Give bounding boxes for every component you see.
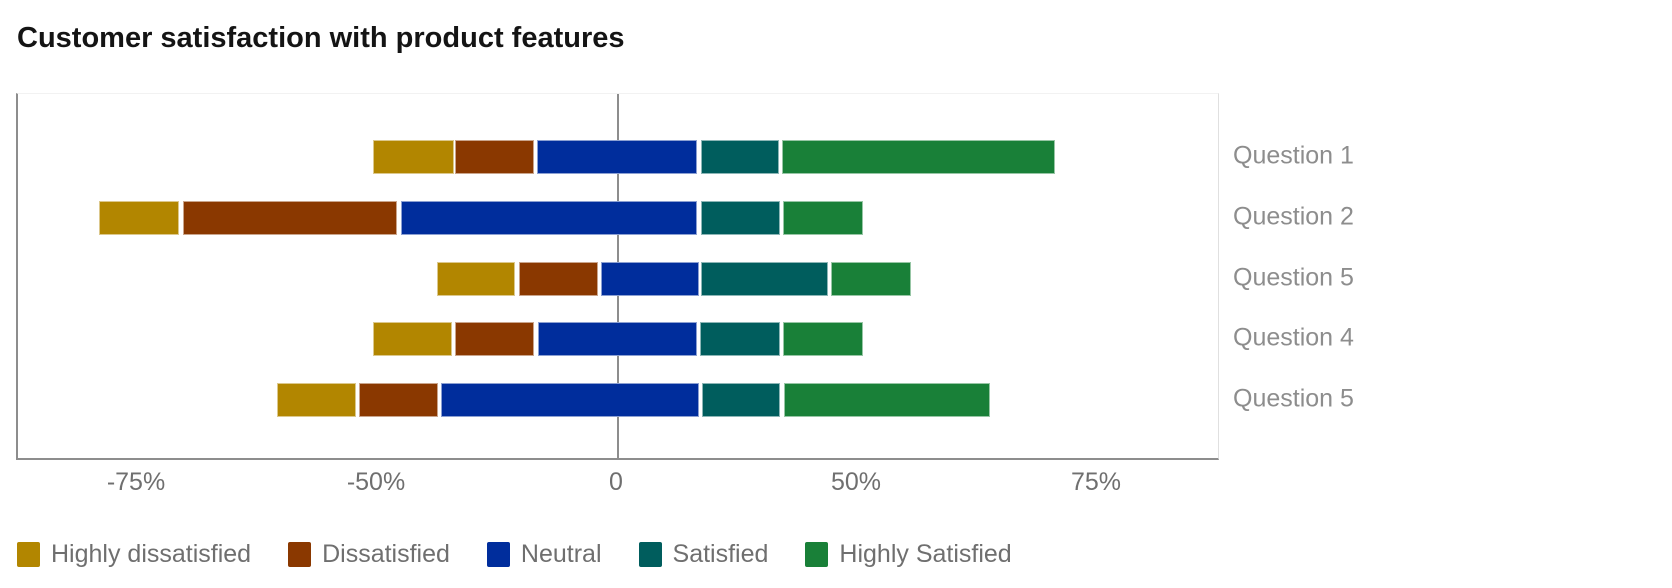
bar-segment-satisfied[interactable] [701, 261, 829, 296]
legend-swatch-icon [17, 542, 40, 567]
bar-segment-highly-dissatisfied[interactable] [372, 140, 454, 174]
legend-label: Highly dissatisfied [51, 540, 252, 568]
bar-row [18, 140, 1218, 174]
legend-item-dissatisfied[interactable]: Dissatisfied [288, 540, 450, 569]
legend-swatch-icon [638, 542, 662, 567]
bar-row [18, 322, 1218, 357]
bar-segment-dissatisfied[interactable] [519, 261, 598, 296]
bar-segment-highly-satisfied[interactable] [782, 140, 1055, 174]
axis-tick-label: 0 [609, 468, 623, 496]
axis-tick-label: -75% [106, 468, 166, 496]
category-label: Question 2 [1233, 202, 1354, 231]
bar-row [18, 383, 1218, 417]
category-label: Question 1 [1233, 141, 1354, 170]
legend-label: Dissatisfied [322, 540, 450, 568]
axis-tick-label: -50% [346, 468, 406, 496]
bar-row [18, 200, 1218, 235]
legend-label: Highly Satisfied [839, 540, 1012, 568]
legend-label: Satisfied [672, 540, 769, 568]
legend-swatch-icon [288, 542, 312, 567]
legend-item-highly-satisfied[interactable]: Highly Satisfied [805, 540, 1012, 569]
legend-item-satisfied[interactable]: Satisfied [638, 540, 769, 569]
category-label: Question 5 [1233, 384, 1354, 413]
bar-segment-highly-satisfied[interactable] [783, 383, 991, 417]
bar-segment-dissatisfied[interactable] [455, 140, 535, 174]
bar-segment-neutral[interactable] [441, 383, 699, 417]
bar-segment-highly-dissatisfied[interactable] [372, 322, 452, 357]
bar-segment-highly-dissatisfied[interactable] [436, 261, 516, 296]
bar-segment-highly-dissatisfied[interactable] [277, 383, 356, 417]
bar-segment-neutral[interactable] [537, 322, 698, 357]
category-label: Question 5 [1233, 263, 1354, 291]
bar-segment-neutral[interactable] [400, 200, 698, 235]
bar-segment-dissatisfied[interactable] [455, 322, 535, 357]
legend: Highly dissatisfied Dissatisfied Neutral Sa… [17, 540, 1012, 569]
plot-area [16, 93, 1219, 460]
bar-segment-highly-satisfied[interactable] [783, 322, 863, 357]
bar-segment-neutral[interactable] [536, 140, 698, 174]
bar-row [18, 261, 1218, 296]
legend-label: Neutral [520, 540, 602, 568]
bar-segment-highly-dissatisfied[interactable] [99, 200, 179, 235]
bar-segment-satisfied[interactable] [701, 140, 780, 174]
axis-tick-label: 75% [1070, 468, 1122, 496]
bar-segment-highly-satisfied[interactable] [783, 200, 863, 235]
legend-swatch-icon [486, 542, 510, 567]
legend-swatch-icon [805, 542, 829, 567]
bar-segment-highly-satisfied[interactable] [831, 261, 911, 296]
bar-segment-satisfied[interactable] [700, 322, 781, 357]
category-label-column: Question 1 Question 2 Question 5 Question 4… [1233, 93, 1653, 457]
category-label: Question 4 [1233, 323, 1354, 352]
bar-segment-satisfied[interactable] [702, 383, 781, 417]
bar-segment-dissatisfied[interactable] [359, 383, 438, 417]
axis-tick-label: 50% [830, 468, 882, 496]
bar-segment-satisfied[interactable] [701, 200, 781, 235]
legend-item-highly-dissatisfied[interactable]: Highly dissatisfied [17, 540, 251, 569]
chart-title: Customer satisfaction with product featu… [17, 22, 625, 54]
legend-item-neutral[interactable]: Neutral [486, 540, 602, 569]
bar-segment-dissatisfied[interactable] [182, 200, 398, 235]
x-axis-tick-labels: -75% -50% 0 50% 75% [16, 468, 1216, 502]
bar-segment-neutral[interactable] [601, 261, 700, 296]
